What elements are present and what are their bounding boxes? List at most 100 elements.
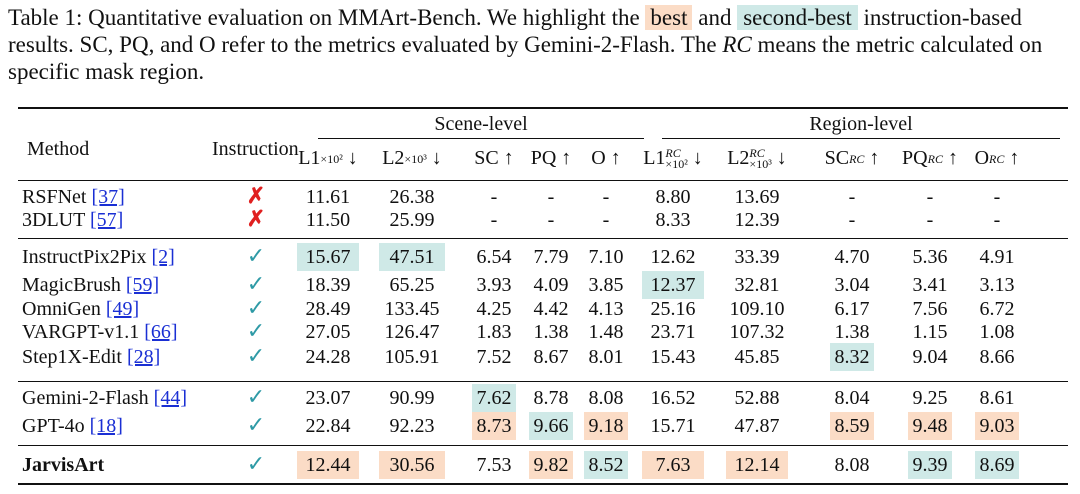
metric-value: 3.04 [834,274,870,296]
best-highlight [726,451,788,479]
metric-value: 90.99 [389,387,435,409]
metric-value: - [547,186,555,208]
metric-value: 9.25 [912,387,948,409]
second-best-highlight [908,451,952,479]
metric-value: 8.61 [979,387,1015,409]
metric-value: 22.84 [305,415,351,437]
method-name: MagicBrush [59] [22,274,160,296]
metric-value: - [848,209,856,231]
metric-value: 4.09 [533,274,569,296]
metric-value: - [602,186,610,208]
metric-value: 105.91 [384,346,440,368]
check-icon: ✓ [246,243,266,268]
metric-value: 7.53 [476,454,512,476]
second-best-highlight [642,271,704,299]
metric-value: 133.45 [384,298,440,320]
metric-value: - [993,209,1001,231]
column-header-metric: SC ↑ [444,146,544,170]
metric-name: L1 [643,147,666,169]
method-name: InstructPix2Pix [2] [22,246,175,268]
metric-value: 25.16 [650,298,696,320]
metric-value: 126.47 [384,321,440,343]
group-rule-1 [18,238,1068,239]
citation-link[interactable]: [2] [151,246,175,268]
cross-icon: ✗ [246,206,266,231]
direction-arrow: ↓ [426,147,442,169]
second-best-highlight [379,243,445,271]
method-name: OmniGen [49] [22,298,140,320]
metric-value: 11.50 [305,209,351,231]
metric-value: 30.56 [389,454,435,476]
method-name: Gemini-2-Flash [44] [22,387,187,409]
method-name: 3DLUT [57] [22,209,124,231]
column-header-metric: O RC ↑ [974,147,1020,169]
direction-arrow: ↑ [942,147,958,169]
metric-value: - [602,209,610,231]
metric-value: 1.38 [834,321,870,343]
metric-value: 15.71 [650,415,696,437]
metric-value: 8.52 [588,454,624,476]
metric-value: - [490,186,498,208]
metric-value: 4.25 [476,298,512,320]
column-header-metric: L1 ×10² ↓ [298,147,358,169]
column-header-instruction: Instruction [212,138,299,160]
citation-link[interactable]: [59] [125,274,160,296]
region-level-header: Region-level [809,113,913,135]
metric-value: 7.62 [476,387,512,409]
method-name: VARGPT-v1.1 [66] [22,321,178,343]
citation-link[interactable]: [37] [91,186,125,208]
metric-name: PQ [902,147,928,169]
caption-text: and [692,5,738,30]
citation-link[interactable]: [66] [144,321,178,343]
metric-value: 9.48 [912,415,948,437]
metric-value: 3.93 [476,274,512,296]
metric-value: 26.38 [389,186,435,208]
method-name: JarvisArt [22,454,105,476]
metric-value: 4.13 [588,298,624,320]
metric-value: 9.18 [588,415,624,437]
metric-value: 45.85 [734,346,780,368]
direction-arrow: ↑ [1004,147,1020,169]
metric-value: - [993,186,1001,208]
metric-value: 4.70 [834,246,870,268]
citation-link[interactable]: [28] [127,346,161,368]
group-rule-3 [18,445,1068,446]
best-highlight [529,451,573,479]
metric-value: 92.23 [389,415,435,437]
second-best-highlight [472,384,516,412]
column-header-metric: L1 RC ×10² ↓ [643,146,703,172]
direction-arrow: ↓ [771,147,787,169]
metric-value: 6.72 [979,298,1015,320]
citation-link[interactable]: [44] [153,387,187,409]
check-icon: ✓ [246,343,266,368]
metric-name: PQ [530,147,557,169]
direction-arrow: ↓ [342,147,358,169]
column-header-method: Method [27,138,90,160]
citation-link[interactable]: [18] [89,415,123,437]
metric-value: 5.36 [912,246,948,268]
caption-rc: RC [722,32,752,57]
metric-name: O [591,147,606,169]
metric-value: 12.62 [650,246,696,268]
metric-value: 8.08 [834,454,870,476]
metric-value: 8.04 [834,387,870,409]
metric-value: 1.83 [476,321,512,343]
metric-name: O [974,147,990,169]
best-highlight [472,412,516,440]
metric-value: 32.81 [734,274,780,296]
metric-value: 28.49 [305,298,351,320]
metric-value: 11.61 [305,186,351,208]
metric-value: 4.91 [979,246,1015,268]
metric-value: 27.05 [305,321,351,343]
metric-name: L2 [382,147,405,169]
column-header-metric: O ↑ [556,146,656,170]
metric-value: 107.32 [729,321,785,343]
citation-link[interactable]: [49] [105,298,140,320]
metric-value: 47.51 [389,246,435,268]
direction-arrow: ↑ [556,147,572,169]
table-caption: Table 1: Quantitative evaluation on MMAr… [8,4,1074,85]
citation-link[interactable]: [57] [89,209,124,231]
metric-value: 1.08 [979,321,1015,343]
method-name: GPT-4o [18] [22,415,123,437]
best-highlight [642,451,704,479]
